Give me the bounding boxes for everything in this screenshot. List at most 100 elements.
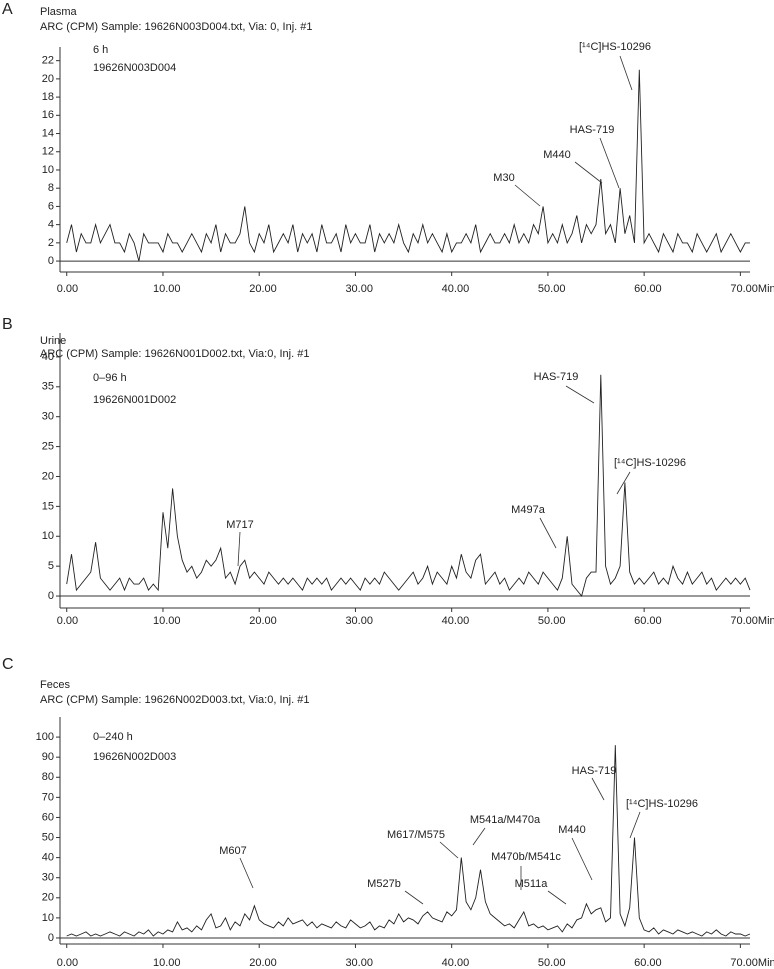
peak-label: M497a bbox=[511, 504, 546, 516]
sample-label: Urine bbox=[40, 335, 66, 347]
y-tick-label: 18 bbox=[42, 91, 54, 103]
y-tick-label: 30 bbox=[42, 872, 54, 884]
peak-pointer bbox=[239, 857, 254, 889]
y-tick-label: 12 bbox=[42, 146, 54, 158]
x-tick-label: 70.00Min bbox=[730, 283, 774, 295]
y-tick-label: 60 bbox=[42, 811, 54, 823]
peak-label: M717 bbox=[226, 519, 254, 531]
x-tick-label: 30.00 bbox=[345, 283, 373, 295]
peak-pointer bbox=[629, 811, 641, 839]
x-tick-label: 70.00Min bbox=[730, 615, 774, 627]
peak-pointer bbox=[514, 184, 541, 207]
y-tick-label: 14 bbox=[42, 127, 54, 139]
y-tick-label: 6 bbox=[48, 200, 54, 212]
panel-letter: B bbox=[2, 316, 13, 333]
peak-label: M511a bbox=[515, 878, 549, 890]
chart-title: ARC (CPM) Sample: 19626N001D002.txt, Via… bbox=[40, 348, 309, 360]
x-tick-label: 40.00 bbox=[442, 615, 470, 627]
peak-label: HAS-719 bbox=[572, 765, 617, 777]
trace bbox=[66, 745, 751, 937]
y-tick-label: 8 bbox=[48, 182, 54, 194]
x-tick-label: 20.00 bbox=[249, 615, 277, 627]
sample-label: Feces bbox=[40, 679, 70, 691]
note: 19626N002D003 bbox=[93, 751, 176, 763]
sample-label: Plasma bbox=[40, 6, 78, 18]
y-tick-label: 5 bbox=[48, 560, 54, 572]
x-tick-label: 70.00Min bbox=[730, 957, 774, 969]
y-tick-label: 10 bbox=[42, 530, 54, 542]
peak-pointer bbox=[439, 841, 459, 859]
y-tick-label: 90 bbox=[42, 751, 54, 763]
x-tick-label: 40.00 bbox=[442, 957, 470, 969]
panel-letter: A bbox=[2, 1, 13, 18]
note: 19626N001D002 bbox=[93, 394, 176, 406]
x-tick-label: 0.00 bbox=[57, 615, 78, 627]
trace bbox=[66, 374, 751, 597]
y-tick-label: 35 bbox=[42, 381, 54, 393]
y-tick-label: 25 bbox=[42, 440, 54, 452]
peak-label: [¹⁴C]HS-10296 bbox=[614, 457, 686, 469]
y-tick-label: 0 bbox=[48, 590, 54, 602]
peak-label: [¹⁴C]HS-10296 bbox=[579, 41, 651, 53]
y-tick-label: 30 bbox=[42, 411, 54, 423]
trace bbox=[66, 69, 750, 262]
chart-title: ARC (CPM) Sample: 19626N003D004.txt, Via… bbox=[40, 21, 313, 33]
note: 0–240 h bbox=[93, 731, 133, 743]
x-tick-label: 50.00 bbox=[538, 615, 566, 627]
peak-pointer bbox=[472, 827, 486, 846]
y-tick-label: 50 bbox=[42, 831, 54, 843]
peak-label: M440 bbox=[543, 149, 571, 161]
y-tick-label: 4 bbox=[48, 219, 54, 231]
y-tick-label: 40 bbox=[42, 852, 54, 864]
x-tick-label: 60.00 bbox=[634, 615, 662, 627]
x-tick-label: 10.00 bbox=[153, 957, 181, 969]
peak-label: M527b bbox=[367, 878, 401, 890]
y-tick-label: 20 bbox=[42, 892, 54, 904]
peak-pointer bbox=[539, 517, 557, 549]
y-tick-label: 100 bbox=[36, 731, 54, 743]
panel-letter: C bbox=[2, 656, 14, 673]
y-tick-label: 16 bbox=[42, 109, 54, 121]
x-tick-label: 0.00 bbox=[57, 283, 78, 295]
peak-label: HAS-719 bbox=[570, 124, 615, 136]
x-tick-label: 30.00 bbox=[345, 615, 373, 627]
peak-pointer bbox=[619, 55, 633, 91]
y-tick-label: 40 bbox=[42, 351, 54, 363]
chart-title: ARC (CPM) Sample: 19626N002D003.txt, Via… bbox=[40, 694, 309, 706]
peak-pointer bbox=[571, 837, 593, 881]
peak-label: M617/M575 bbox=[387, 829, 445, 841]
note: 19626N003D004 bbox=[93, 62, 176, 74]
x-tick-label: 60.00 bbox=[634, 957, 662, 969]
peak-label: M470b/M541c bbox=[491, 851, 561, 863]
peak-label: [¹⁴C]HS-10296 bbox=[626, 798, 698, 810]
y-tick-label: 20 bbox=[42, 73, 54, 85]
x-tick-label: 20.00 bbox=[249, 957, 277, 969]
x-tick-label: 60.00 bbox=[634, 283, 662, 295]
peak-pointer bbox=[616, 471, 631, 495]
peak-label: M541a/M470a bbox=[470, 814, 541, 826]
y-tick-label: 10 bbox=[42, 912, 54, 924]
peak-label: M607 bbox=[219, 845, 247, 857]
y-tick-label: 70 bbox=[42, 791, 54, 803]
y-tick-label: 0 bbox=[48, 255, 54, 267]
y-tick-label: 10 bbox=[42, 164, 54, 176]
peak-pointer bbox=[404, 890, 424, 905]
x-tick-label: 50.00 bbox=[538, 283, 566, 295]
peak-pointer bbox=[574, 161, 603, 184]
x-tick-label: 10.00 bbox=[153, 283, 181, 295]
y-tick-label: 20 bbox=[42, 470, 54, 482]
y-tick-label: 2 bbox=[48, 237, 54, 249]
y-tick-label: 15 bbox=[42, 500, 54, 512]
x-tick-label: 0.00 bbox=[57, 957, 78, 969]
x-tick-label: 10.00 bbox=[153, 615, 181, 627]
peak-label: M440 bbox=[558, 824, 586, 836]
peak-pointer bbox=[599, 137, 620, 189]
peak-pointer bbox=[237, 531, 241, 567]
x-tick-label: 50.00 bbox=[538, 957, 566, 969]
peak-pointer bbox=[565, 385, 595, 404]
y-tick-label: 80 bbox=[42, 771, 54, 783]
x-tick-label: 20.00 bbox=[249, 283, 277, 295]
note: 6 h bbox=[93, 44, 108, 56]
peak-pointer bbox=[591, 777, 605, 801]
